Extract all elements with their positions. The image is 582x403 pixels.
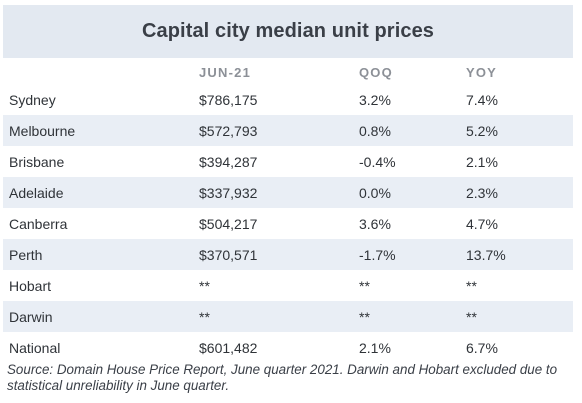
qoq-cell: 0.0% xyxy=(359,177,466,208)
qoq-cell: 3.2% xyxy=(359,84,466,115)
table-row: Melbourne $572,793 0.8% 5.2% xyxy=(3,115,573,146)
city-cell: Canberra xyxy=(3,208,199,239)
qoq-cell: 2.1% xyxy=(359,332,466,363)
table-row: Adelaide $337,932 0.0% 2.3% xyxy=(3,177,573,208)
column-header-city xyxy=(3,58,199,84)
price-cell: $786,175 xyxy=(199,84,359,115)
yoy-cell: 4.7% xyxy=(466,208,573,239)
column-header-jun21: JUN-21 xyxy=(199,64,251,80)
yoy-cell: ** xyxy=(466,270,573,301)
column-header-qoq: QOQ xyxy=(359,64,393,80)
source-note: Source: Domain House Price Report, June … xyxy=(7,362,558,393)
price-cell: $572,793 xyxy=(199,115,359,146)
unit-prices-table: JUN-21 QOQ YOY Sydney $786,175 3.2% 7.4%… xyxy=(3,58,573,363)
yoy-cell: 2.3% xyxy=(466,177,573,208)
city-cell: Sydney xyxy=(3,84,199,115)
city-cell: Darwin xyxy=(3,301,199,332)
qoq-cell: ** xyxy=(359,301,466,332)
city-cell: Brisbane xyxy=(3,146,199,177)
table-row: National $601,482 2.1% 6.7% xyxy=(3,332,573,363)
price-cell: $337,932 xyxy=(199,177,359,208)
header-row: JUN-21 QOQ YOY xyxy=(3,58,573,84)
table-row: Canberra $504,217 3.6% 4.7% xyxy=(3,208,573,239)
city-cell: Melbourne xyxy=(3,115,199,146)
qoq-cell: -0.4% xyxy=(359,146,466,177)
column-header-yoy: YOY xyxy=(466,64,498,80)
table-title: Capital city median unit prices xyxy=(141,20,435,42)
city-cell: Adelaide xyxy=(3,177,199,208)
price-cell: $504,217 xyxy=(199,208,359,239)
price-cell: ** xyxy=(199,270,359,301)
city-cell: Hobart xyxy=(3,270,199,301)
qoq-cell: -1.7% xyxy=(359,239,466,270)
qoq-cell: ** xyxy=(359,270,466,301)
qoq-cell: 3.6% xyxy=(359,208,466,239)
yoy-cell: 2.1% xyxy=(466,146,573,177)
table-row: Darwin ** ** ** xyxy=(3,301,573,332)
yoy-cell: 5.2% xyxy=(466,115,573,146)
yoy-cell: ** xyxy=(466,301,573,332)
price-table-card: Capital city median unit prices JUN-21 Q… xyxy=(3,5,573,363)
qoq-cell: 0.8% xyxy=(359,115,466,146)
title-bar: Capital city median unit prices xyxy=(3,5,573,58)
price-cell: $370,571 xyxy=(199,239,359,270)
yoy-cell: 6.7% xyxy=(466,332,573,363)
table-row: Hobart ** ** ** xyxy=(3,270,573,301)
city-cell: National xyxy=(3,332,199,363)
table-row: Sydney $786,175 3.2% 7.4% xyxy=(3,84,573,115)
price-cell: ** xyxy=(199,301,359,332)
yoy-cell: 13.7% xyxy=(466,239,573,270)
price-cell: $394,287 xyxy=(199,146,359,177)
table-row: Perth $370,571 -1.7% 13.7% xyxy=(3,239,573,270)
city-cell: Perth xyxy=(3,239,199,270)
yoy-cell: 7.4% xyxy=(466,84,573,115)
price-cell: $601,482 xyxy=(199,332,359,363)
table-row: Brisbane $394,287 -0.4% 2.1% xyxy=(3,146,573,177)
